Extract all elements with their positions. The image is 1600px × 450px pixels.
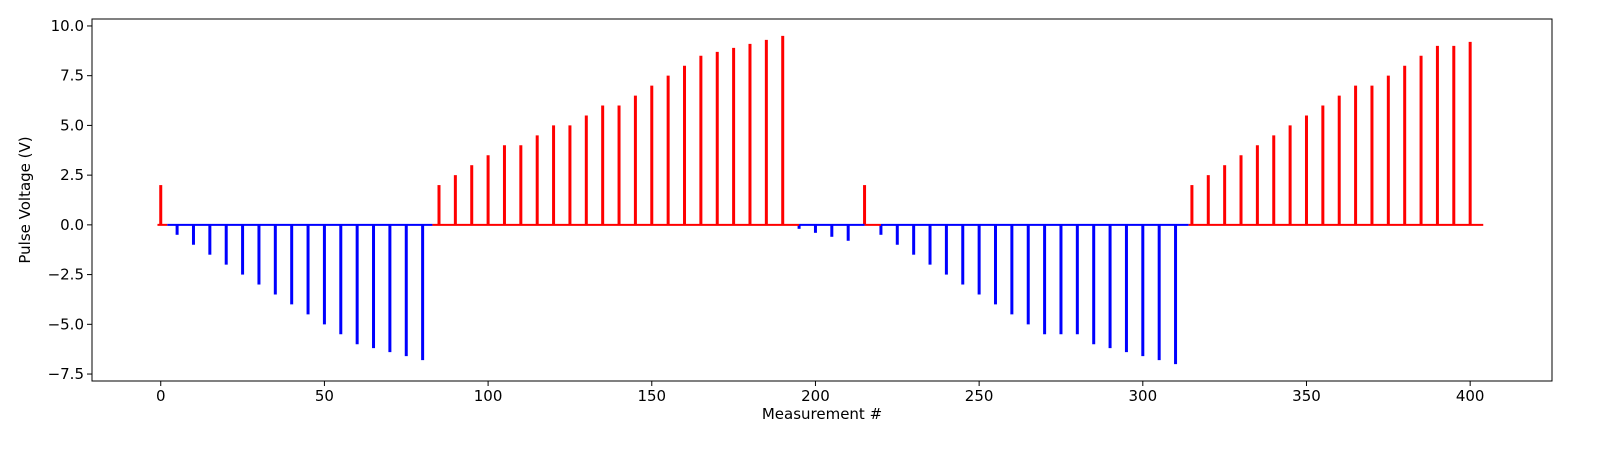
- y-axis-ticks: −7.5 −5.0 −2.5 0.0 2.5 5.0 7.5 10.0: [48, 17, 92, 383]
- x-tick-label: 100: [474, 387, 503, 405]
- x-tick-label: 200: [801, 387, 830, 405]
- y-tick-label: 7.5: [60, 67, 84, 85]
- y-tick-label: 10.0: [51, 17, 84, 35]
- x-tick-label: 350: [1292, 387, 1321, 405]
- y-axis-label: Pulse Voltage (V): [16, 136, 34, 263]
- y-tick-label: 5.0: [60, 116, 84, 134]
- x-tick-label: 0: [156, 387, 166, 405]
- plot-frame: [91, 18, 1553, 382]
- x-tick-label: 50: [315, 387, 334, 405]
- x-tick-label: 300: [1128, 387, 1157, 405]
- y-tick-label: −2.5: [48, 266, 84, 284]
- y-tick-label: −7.5: [48, 365, 84, 383]
- x-axis-label: Measurement #: [762, 405, 882, 423]
- y-tick-label: 2.5: [60, 166, 84, 184]
- x-axis-ticks: 0 50 100 150 200 250 300 350 400: [156, 381, 1485, 405]
- x-tick-label: 250: [965, 387, 994, 405]
- x-tick-label: 400: [1456, 387, 1485, 405]
- x-tick-label: 150: [637, 387, 666, 405]
- chart-marks: [157, 35, 1484, 365]
- y-tick-label: 0.0: [60, 216, 84, 234]
- y-tick-label: −5.0: [48, 315, 84, 333]
